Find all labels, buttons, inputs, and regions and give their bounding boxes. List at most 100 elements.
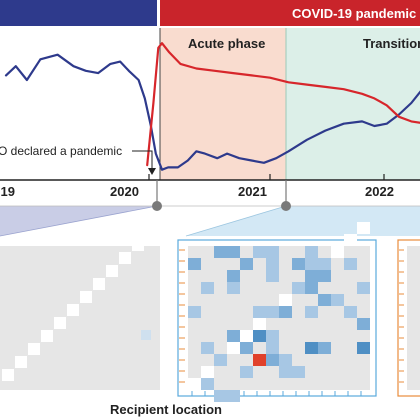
heatmap-middle-cell — [357, 318, 370, 330]
zoom-fan-right — [186, 206, 420, 236]
transition-phase-region — [286, 28, 420, 180]
heatmap-left-diagonal-cell — [2, 369, 14, 381]
heatmap-left — [2, 226, 157, 381]
series-line-blue — [4, 53, 420, 171]
heatmap-middle-cell — [331, 294, 344, 306]
heatmap-middle-cell — [305, 246, 318, 258]
x-tick-label-2019: 2019 — [0, 184, 15, 199]
heatmap-middle-cell — [279, 306, 292, 318]
heatmap-middle-diagonal-cell — [253, 318, 266, 330]
heatmap-middle-cell — [227, 330, 240, 342]
heatmap-middle-cell — [253, 246, 266, 258]
heatmap-middle-cell — [357, 282, 370, 294]
heatmap-left-diagonal-cell — [28, 343, 40, 355]
heatmap-left-diagonal-cell — [54, 317, 66, 329]
pre-pandemic-bar — [0, 0, 157, 26]
transition-phase-label: Transition — [363, 36, 420, 51]
heatmap-middle-cell — [227, 246, 240, 258]
fan-left-edge — [0, 205, 158, 237]
heatmap-left-diagonal-cell — [67, 304, 79, 316]
heatmap-middle-cell — [266, 270, 279, 282]
heatmap-middle-cell — [292, 366, 305, 378]
heatmap-middle-cell — [227, 270, 240, 282]
heatmap-middle-cell — [253, 354, 266, 366]
heatmap-middle-cell — [266, 306, 279, 318]
timepoint-marker-2021 — [281, 201, 291, 211]
heatmap-middle-cell — [279, 354, 292, 366]
heatmap-middle-cell — [188, 306, 201, 318]
heatmap-middle-cell — [214, 354, 227, 366]
heatmap-middle-cell — [214, 390, 227, 402]
heatmap-middle-diagonal-cell — [344, 234, 357, 246]
heatmap-middle-cell — [240, 258, 253, 270]
heatmap-middle-cell — [253, 330, 266, 342]
heatmap-middle-cell — [344, 258, 357, 270]
x-tick-label-2022: 2022 — [365, 184, 394, 199]
series-lines — [4, 42, 420, 171]
heatmap-middle-cell — [305, 306, 318, 318]
heatmap-middle-cell — [318, 270, 331, 282]
heatmap-middle-cell — [357, 342, 370, 354]
heatmap-middle-cell — [266, 342, 279, 354]
heatmap-middle-cell — [188, 258, 201, 270]
heatmap-middle-cell — [305, 342, 318, 354]
x-tick-label-2021: 2021 — [238, 184, 267, 199]
heatmap-middle-cell — [253, 306, 266, 318]
heatmap-left-diagonal-cell — [132, 239, 144, 251]
heatmap-middle-cell — [318, 342, 331, 354]
heatmap-middle-cell — [318, 258, 331, 270]
heatmap-left-diagonal-cell — [93, 278, 105, 290]
heatmap-right-background — [407, 246, 420, 390]
heatmap-middle-diagonal-cell — [201, 366, 214, 378]
heatmap-middle-cell — [240, 342, 253, 354]
heatmap-middle-cell — [292, 258, 305, 270]
heatmap-middle-axis-ticks — [179, 249, 362, 396]
heatmap-middle-cell — [227, 390, 240, 402]
heatmap-middle-cell — [266, 330, 279, 342]
heatmap-middle-cell — [227, 282, 240, 294]
heatmap-middle-diagonal-cell — [227, 342, 240, 354]
heatmap-left-background — [0, 246, 160, 390]
heatmap-left-diagonal-cell — [15, 356, 27, 368]
series-line-red — [146, 42, 420, 167]
pandemic-bar — [160, 0, 420, 26]
heatmap-middle-diagonal-cell — [357, 222, 370, 234]
heatmap-left-diagonal-cell — [106, 265, 118, 277]
heatmap-middle-cell — [201, 378, 214, 390]
heatmap-x-label: Recipient location — [110, 402, 222, 417]
heatmap-middle — [188, 222, 370, 402]
pandemic-declared-annotation: O declared a pandemic — [0, 144, 122, 158]
heatmap-middle-cell — [305, 258, 318, 270]
heatmap-middle-cell — [305, 270, 318, 282]
heatmap-middle-cell — [266, 258, 279, 270]
x-tick-label-2020: 2020 — [110, 184, 139, 199]
heatmap-middle-cell — [266, 354, 279, 366]
heatmap-left-diagonal-cell — [80, 291, 92, 303]
heatmap-middle-cell — [266, 246, 279, 258]
pandemic-label: COVID-19 pandemic — [292, 6, 416, 21]
heatmap-middle-cell — [292, 282, 305, 294]
timepoint-marker-2020 — [152, 201, 162, 211]
annotation-leader-line — [132, 150, 153, 170]
heatmap-middle-cell — [279, 366, 292, 378]
heatmap-middle-cell — [214, 246, 227, 258]
heatmap-middle-cell — [305, 282, 318, 294]
heatmap-middle-diagonal-cell — [331, 246, 344, 258]
acute-phase-label: Acute phase — [188, 36, 265, 51]
heatmap-left-diagonal-cell — [119, 252, 131, 264]
heatmap-middle-cell — [240, 366, 253, 378]
heatmap-middle-cell — [318, 294, 331, 306]
heatmap-middle-cell — [344, 306, 357, 318]
heatmap-right-axis-ticks — [399, 249, 404, 383]
heatmap-middle-cell — [201, 282, 214, 294]
annotation-arrowhead — [148, 168, 156, 175]
heatmap-middle-cell — [201, 342, 214, 354]
heatmap-left-diagonal-cell — [145, 226, 157, 238]
heatmap-left-cell — [141, 330, 151, 340]
heatmap-middle-diagonal-cell — [240, 330, 253, 342]
heatmap-left-diagonal-cell — [41, 330, 53, 342]
heatmap-middle-diagonal-cell — [188, 378, 201, 390]
fan-right-edge — [185, 205, 287, 237]
